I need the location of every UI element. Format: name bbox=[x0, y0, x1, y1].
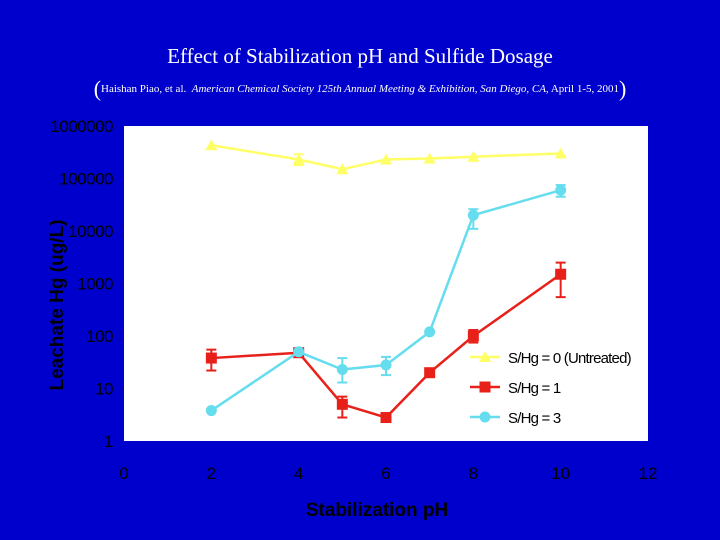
data-point bbox=[336, 398, 348, 410]
data-point bbox=[467, 150, 480, 162]
x-ticks: 0 2 4 6 8 10 12 bbox=[119, 464, 657, 483]
series-layer bbox=[205, 139, 567, 424]
x-tick-label: 8 bbox=[469, 464, 478, 483]
data-point bbox=[293, 346, 305, 358]
legend-item: S/Hg = 3 bbox=[470, 410, 562, 427]
data-point bbox=[467, 209, 479, 221]
data-point bbox=[554, 147, 567, 159]
data-point bbox=[336, 163, 349, 175]
legend-marker bbox=[479, 351, 491, 362]
chart-title: Effect of Stabilization pH and Sulfide D… bbox=[167, 44, 553, 68]
legend-label: S/Hg = 1 bbox=[508, 380, 561, 397]
data-point bbox=[380, 412, 392, 424]
y-tick-label: 10 bbox=[95, 380, 113, 399]
data-point bbox=[205, 405, 217, 417]
x-tick-label: 0 bbox=[119, 464, 128, 483]
x-axis-label: Stabilization pH bbox=[306, 500, 449, 521]
x-tick-label: 12 bbox=[639, 464, 658, 483]
data-point bbox=[380, 359, 392, 371]
data-point bbox=[467, 330, 479, 342]
data-point bbox=[205, 352, 217, 364]
data-point bbox=[292, 153, 305, 165]
y-tick-label: 10000 bbox=[68, 222, 113, 241]
series-1 bbox=[205, 139, 567, 175]
y-tick-label: 100000 bbox=[59, 170, 113, 189]
plot-area bbox=[124, 126, 648, 441]
legend-item: S/Hg = 1 bbox=[470, 380, 562, 397]
y-tick-label: 100 bbox=[86, 327, 113, 346]
data-point bbox=[424, 367, 436, 379]
x-tick-label: 4 bbox=[294, 464, 303, 483]
citation-venue: American Chemical Society 125th Annual M… bbox=[191, 83, 549, 95]
data-point bbox=[205, 139, 218, 151]
y-axis-label: Leachate Hg (ug/L) bbox=[47, 219, 68, 390]
legend: S/Hg = 0 (Untreated) S/Hg = 1 S/Hg = 3 bbox=[470, 350, 632, 427]
x-tick-label: 2 bbox=[207, 464, 216, 483]
citation: (Haishan Piao, et al. American Chemical … bbox=[0, 76, 720, 102]
data-point bbox=[423, 152, 436, 164]
legend-marker bbox=[479, 411, 491, 423]
data-point bbox=[336, 364, 348, 376]
legend-item: S/Hg = 0 (Untreated) bbox=[470, 350, 632, 367]
citation-close-paren: ) bbox=[618, 76, 627, 101]
y-tick-label: 1000000 bbox=[50, 117, 113, 136]
legend-label: S/Hg = 0 (Untreated) bbox=[508, 350, 632, 367]
data-point bbox=[424, 326, 436, 338]
legend-label: S/Hg = 3 bbox=[508, 410, 561, 427]
legend-marker bbox=[479, 381, 491, 393]
y-tick-label: 1 bbox=[104, 432, 113, 451]
citation-date: April 1-5, 2001 bbox=[550, 83, 619, 95]
series-3 bbox=[205, 184, 567, 417]
data-point bbox=[555, 268, 567, 280]
y-tick-label: 1000 bbox=[77, 275, 113, 294]
citation-open-paren: ( bbox=[93, 76, 102, 101]
citation-authors: Haishan Piao, et al. bbox=[101, 83, 187, 95]
data-point bbox=[380, 153, 392, 165]
x-tick-label: 6 bbox=[381, 464, 390, 483]
data-point bbox=[555, 184, 567, 196]
y-ticks: 1 10 100 1000 10000 100000 1000000 bbox=[50, 117, 113, 451]
x-tick-label: 10 bbox=[551, 464, 570, 483]
